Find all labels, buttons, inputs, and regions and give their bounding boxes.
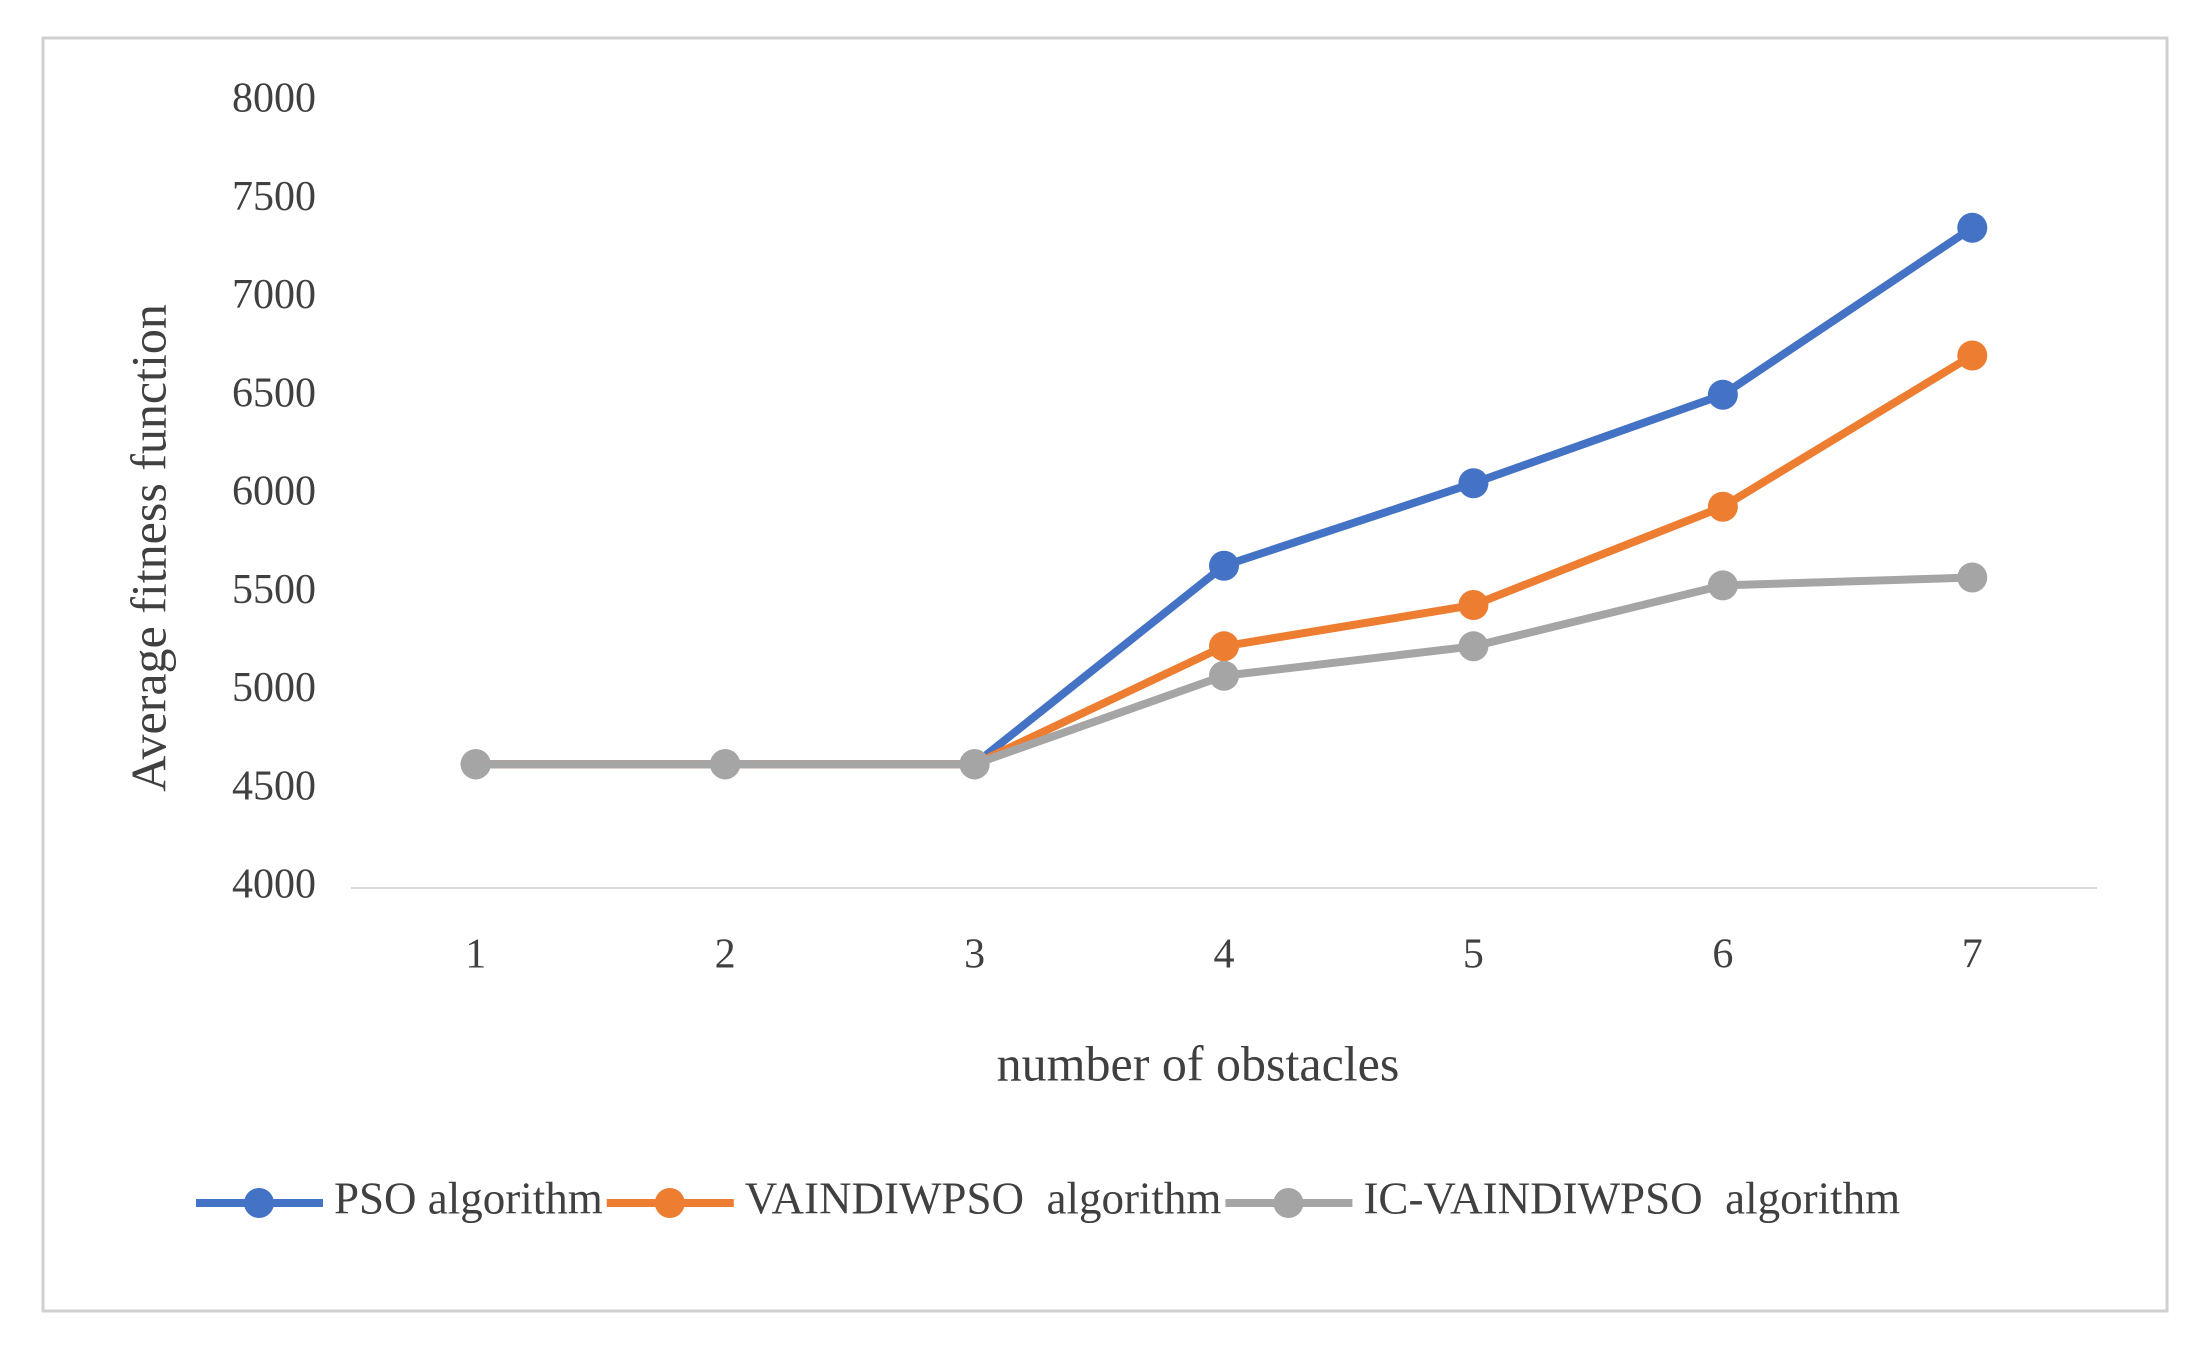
legend-label: VAINDIWPSO algorithm [745,1173,1222,1223]
x-tick-label: 7 [1962,932,1983,978]
x-tick-label: 1 [465,932,486,978]
x-tick-label: 3 [964,932,985,978]
x-axis-title: number of obstacles [997,1035,1400,1091]
legend-marker [654,1188,685,1218]
x-tick-label: 5 [1463,932,1484,978]
y-tick-label: 4500 [232,763,316,809]
legend-label: PSO algorithm [334,1173,603,1223]
data-point [1209,631,1239,662]
data-point [1707,570,1738,601]
y-tick-label: 5000 [232,665,316,711]
data-point [1957,340,1988,371]
data-point [1707,379,1738,410]
data-point [1458,590,1489,621]
y-tick-label: 6000 [232,469,316,515]
legend-marker [244,1188,274,1218]
data-point [1957,562,1988,593]
y-tick-label: 4000 [232,862,316,908]
legend-label: IC-VAINDIWPSO algorithm [1363,1173,1900,1223]
y-tick-label: 7000 [232,272,316,318]
data-point [1209,550,1239,581]
data-point [1209,660,1239,691]
y-tick-label: 5500 [232,567,316,613]
data-point [1458,468,1489,499]
data-point [710,749,741,780]
data-point [1458,631,1489,662]
x-tick-label: 2 [715,932,736,978]
data-point [460,749,491,780]
legend-marker [1273,1188,1304,1218]
y-tick-label: 7500 [232,174,316,220]
x-tick-label: 6 [1712,932,1733,978]
data-point [1707,491,1738,522]
x-tick-label: 4 [1214,932,1235,978]
chart-frame [41,36,2169,1313]
data-point [1957,212,1988,243]
data-point [959,749,990,780]
y-axis-title: Average fitness function [120,304,176,792]
y-tick-label: 6500 [232,370,316,416]
y-tick-label: 8000 [232,76,316,122]
